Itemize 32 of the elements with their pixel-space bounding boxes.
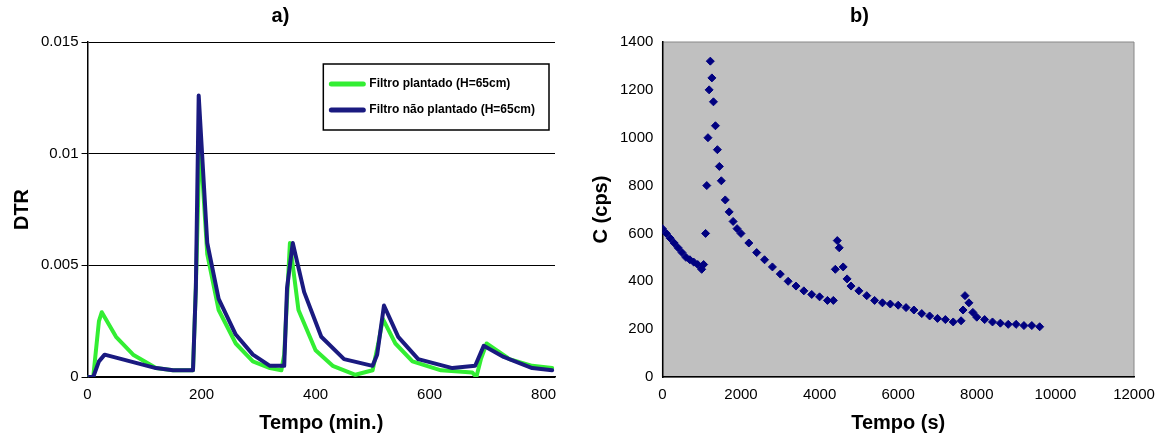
y-tick-label: 600 (628, 223, 654, 241)
legend-label: Filtro não plantado (H=65cm) (369, 102, 535, 117)
y-tick-label: 1400 (619, 32, 654, 50)
y-axis-title: DTR (9, 188, 32, 231)
y-tick-label: 1000 (619, 127, 654, 145)
y-tick-label: 0 (70, 367, 79, 385)
x-tick-label: 2000 (724, 385, 758, 403)
y-tick-label: 1200 (619, 80, 654, 97)
legend-label: Filtro plantado (H=65cm) (369, 76, 511, 91)
y-tick-label: 400 (628, 271, 654, 289)
x-tick-label: 8000 (960, 385, 994, 403)
x-tick-label: 600 (417, 385, 443, 403)
y-tick-label: 200 (628, 319, 654, 337)
x-tick-label: 0 (658, 385, 667, 403)
chart-title: b) (850, 3, 869, 26)
chart-title: a) (271, 3, 290, 26)
x-tick-label: 0 (83, 385, 92, 403)
y-tick-label: 0 (645, 367, 654, 385)
x-tick-label: 800 (531, 385, 557, 403)
y-tick-label: 0.005 (40, 255, 79, 273)
y-tick-label: 0.015 (40, 32, 79, 50)
x-tick-label: 6000 (881, 385, 915, 403)
x-axis-title: Tempo (s) (851, 410, 946, 433)
y-axis-title: C (cps) (588, 175, 611, 244)
x-axis-title: Tempo (min.) (259, 410, 384, 433)
x-tick-label: 4000 (802, 385, 837, 403)
x-tick-label: 12000 (1113, 385, 1155, 403)
y-tick-label: 800 (628, 175, 654, 193)
x-tick-label: 400 (303, 385, 329, 403)
x-tick-label: 10000 (1034, 385, 1077, 403)
x-tick-label: 200 (189, 385, 215, 403)
y-tick-label: 0.01 (49, 143, 79, 161)
